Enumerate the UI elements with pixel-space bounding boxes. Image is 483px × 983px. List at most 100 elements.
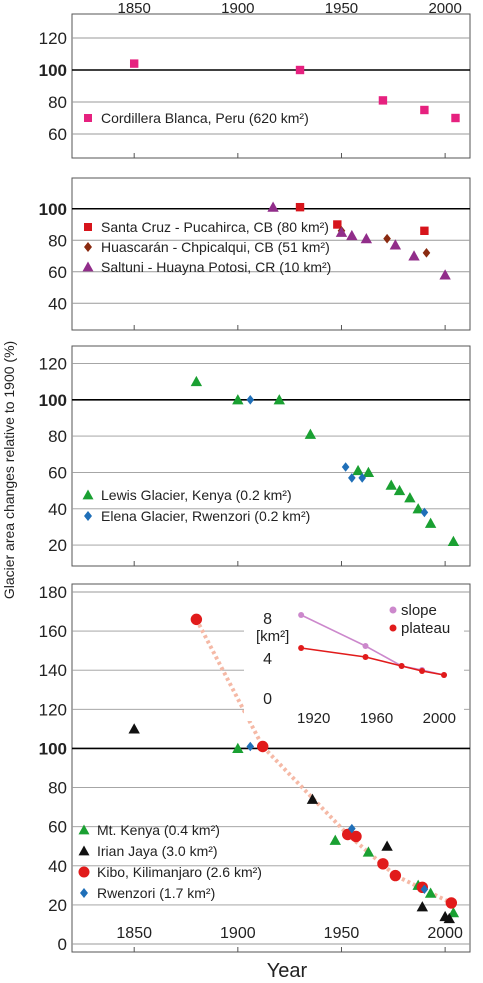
inset-legend-label: plateau	[401, 620, 450, 637]
triangle-marker	[78, 824, 90, 835]
inset-point	[362, 643, 369, 649]
inset-point	[441, 672, 448, 678]
bottom-x-tick-label: 2000	[427, 925, 463, 942]
bottom-x-tick-label: 1850	[116, 925, 152, 942]
legend-label: Santa Cruz - Pucahirca, CB (80 km²)	[101, 219, 329, 235]
diamond-marker	[348, 473, 356, 483]
inset-y-label: [km²]	[256, 628, 289, 645]
diamond-marker	[420, 507, 429, 518]
y-tick-label: 20	[48, 536, 67, 555]
triangle-marker	[306, 793, 319, 804]
y-tick-label: 80	[48, 93, 67, 112]
y-tick-label: 80	[48, 427, 67, 446]
legend-label: Rwenzori (1.7 km²)	[97, 885, 215, 901]
square-marker	[420, 226, 429, 235]
triangle-marker	[385, 479, 397, 490]
diamond-marker	[358, 473, 367, 483]
x-axis-label: Year	[267, 960, 308, 982]
inset-x-tick-label: 1920	[297, 710, 330, 727]
triangle-marker	[267, 201, 279, 212]
legend-label: Kibo, Kilimanjaro (2.6 km²)	[97, 864, 262, 880]
legend-label: Mt. Kenya (0.4 km²)	[97, 822, 220, 838]
circle-marker	[389, 869, 402, 882]
triangle-marker	[360, 232, 373, 244]
diamond-marker	[246, 741, 255, 752]
square-marker	[84, 223, 92, 231]
square-marker	[333, 220, 342, 229]
legend-label: Huascarán - Chpicalqui, CB (51 km²)	[101, 239, 330, 255]
triangle-marker	[424, 517, 437, 528]
triangle-marker	[352, 464, 364, 476]
triangle-marker	[412, 503, 424, 514]
legend-label: Lewis Glacier, Kenya (0.2 km²)	[101, 487, 292, 503]
inset-point	[398, 663, 405, 669]
diamond-marker	[383, 233, 391, 244]
y-tick-label: 60	[48, 818, 67, 837]
y-tick-label: 120	[39, 354, 67, 373]
triangle-marker	[128, 723, 140, 734]
triangle-marker	[82, 261, 94, 272]
y-tick-label: 60	[48, 463, 67, 482]
inset-legend-marker	[389, 606, 397, 614]
triangle-marker	[346, 229, 358, 241]
triangle-marker	[273, 394, 285, 405]
y-tick-label: 60	[48, 263, 67, 282]
triangle-marker	[232, 394, 244, 405]
inset-y-tick-label: 0	[263, 691, 272, 708]
inset-point	[419, 668, 426, 674]
inset-legend-marker	[389, 624, 397, 632]
y-tick-label: 120	[39, 29, 67, 48]
triangle-marker	[381, 840, 393, 851]
y-tick-label: 0	[58, 935, 67, 954]
inset-x-tick-label: 1960	[360, 710, 393, 727]
triangle-marker	[424, 887, 437, 898]
legend-label: Cordillera Blanca, Peru (620 km²)	[101, 110, 309, 126]
triangle-marker	[362, 466, 375, 478]
panel-frame	[71, 345, 471, 567]
top-x-tick-label: 1950	[325, 0, 358, 17]
panel-frame	[71, 177, 471, 331]
panel-frame	[71, 583, 471, 953]
y-tick-label: 120	[39, 700, 67, 719]
square-marker	[451, 113, 460, 123]
triangle-marker	[389, 239, 402, 250]
y-tick-label: 180	[39, 583, 67, 602]
y-tick-label: 40	[48, 857, 67, 876]
inset-y-tick-label: 8	[263, 611, 272, 628]
y-tick-label: 160	[39, 622, 67, 641]
square-marker	[420, 105, 429, 115]
circle-marker	[350, 830, 362, 843]
triangle-marker	[329, 834, 341, 845]
triangle-marker	[190, 375, 203, 387]
diamond-marker	[84, 511, 92, 521]
y-axis-label: Glacier area changes relative to 1900 (%…	[1, 341, 17, 599]
bottom-x-tick-label: 1950	[324, 925, 360, 942]
triangle-marker	[404, 492, 416, 503]
y-tick-label: 20	[48, 896, 67, 915]
triangle-marker	[393, 484, 406, 496]
y-tick-label: 40	[48, 294, 67, 313]
diamond-marker	[341, 462, 350, 472]
inset-point	[298, 645, 305, 651]
diamond-marker	[84, 242, 92, 252]
triangle-marker	[447, 907, 460, 918]
circle-marker	[78, 866, 90, 878]
top-x-tick-label: 1900	[221, 0, 254, 17]
square-marker	[295, 65, 305, 75]
y-tick-label: 60	[48, 125, 67, 144]
triangle-marker	[304, 428, 317, 439]
y-tick-label: 100	[39, 739, 67, 758]
bottom-x-tick-label: 1900	[220, 925, 256, 942]
y-tick-label: 100	[39, 391, 67, 410]
diamond-marker	[348, 823, 356, 834]
legend-label: Saltuni - Huayna Potosi, CR (10 km²)	[101, 259, 331, 275]
triangle-marker	[447, 535, 460, 547]
inset-x-tick-label: 2000	[423, 710, 456, 727]
triangle-marker	[408, 250, 420, 261]
legend-label: Elena Glacier, Rwenzori (0.2 km²)	[101, 508, 310, 524]
square-marker	[295, 202, 305, 212]
top-x-tick-label: 2000	[428, 0, 461, 17]
triangle-marker	[362, 846, 375, 857]
